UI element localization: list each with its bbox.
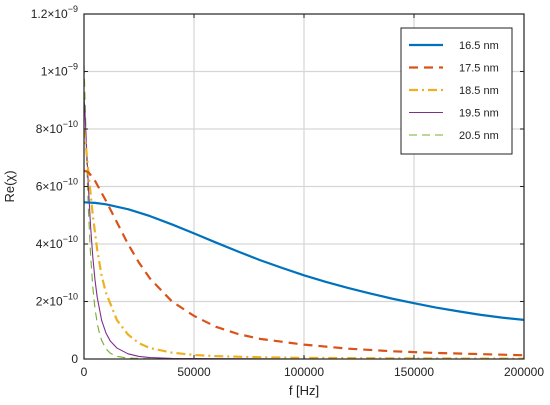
series-line <box>84 169 524 357</box>
legend-label: 20.5 nm <box>459 130 499 142</box>
y-axis-title: Re(χ) <box>2 170 17 202</box>
x-tick-label: 50000 <box>177 365 211 379</box>
x-tick-label: 150000 <box>394 365 434 379</box>
y-tick-label: 0 <box>71 352 78 366</box>
legend-label: 19.5 nm <box>459 108 499 120</box>
x-axis-ticks: 0 50000 100000 150000 200000 <box>81 14 544 379</box>
y-axis-ticks: 0 2×10−10 4×10−10 6×10−10 8×10−10 1×10−9 1.2×1… <box>31 4 524 366</box>
y-tick-label: 1.2×10−9 <box>31 4 78 21</box>
x-tick-label: 200000 <box>504 365 544 379</box>
legend-box <box>400 27 513 155</box>
legend-label: 17.5 nm <box>459 63 499 75</box>
x-axis-title: f [Hz] <box>289 383 319 398</box>
y-tick-label: 8×10−10 <box>36 119 78 136</box>
y-tick-label: 2×10−10 <box>36 292 78 309</box>
legend-label: 18.5 nm <box>459 85 499 97</box>
x-tick-label: 0 <box>81 365 88 379</box>
series-line <box>84 201 524 321</box>
y-tick-label: 1×10−9 <box>41 62 78 79</box>
x-tick-label: 100000 <box>284 365 324 379</box>
y-tick-label: 4×10−10 <box>36 234 78 251</box>
legend: 16.5 nm 17.5 nm 18.5 nm 19.5 nm 20.5 nm <box>400 27 513 155</box>
y-tick-label: 6×10−10 <box>36 177 78 194</box>
legend-label: 16.5 nm <box>459 40 499 52</box>
